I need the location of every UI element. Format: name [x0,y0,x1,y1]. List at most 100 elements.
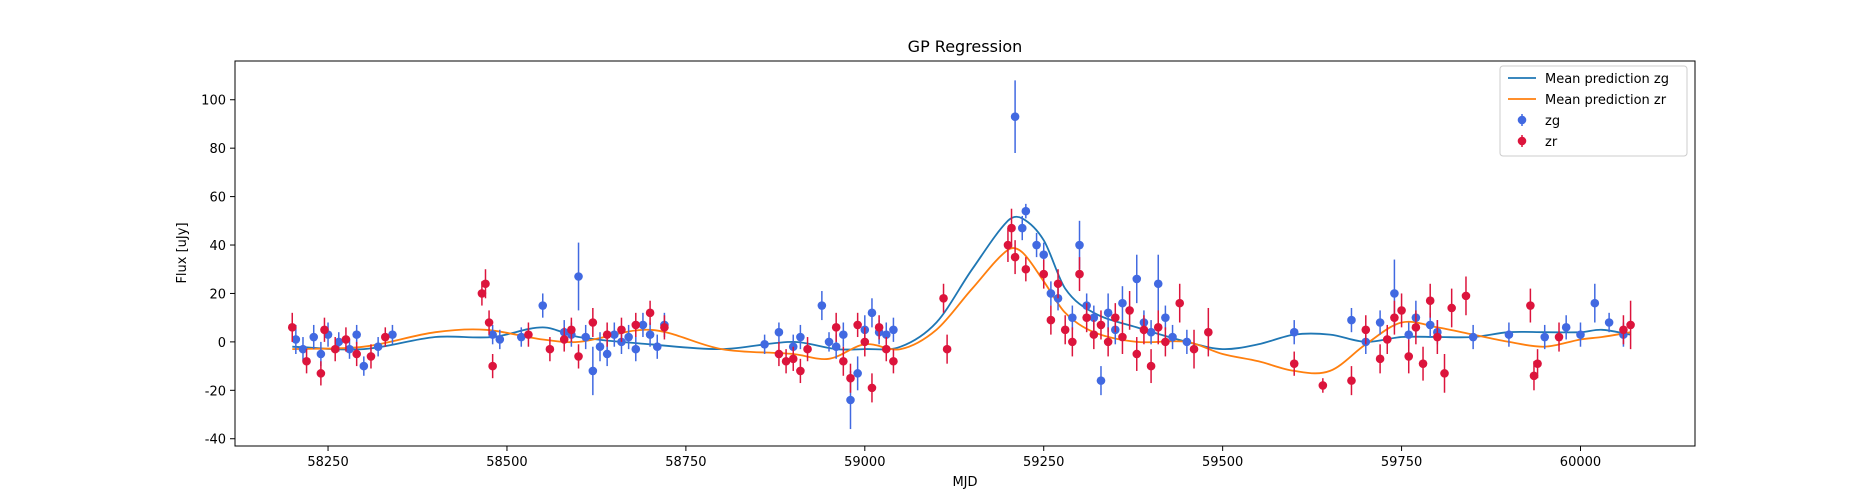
data-point-zr [1411,323,1421,332]
data-point-zg [291,335,301,344]
data-point-zr [1382,335,1392,344]
data-point-zr [831,323,841,332]
data-point-zg [1017,223,1027,233]
data-point-zr [1526,301,1535,310]
data-point-zr [1007,223,1016,233]
data-point-zr [860,337,870,347]
data-point-zr [477,289,487,298]
data-point-zr [1447,303,1456,313]
data-point-zg [345,344,354,354]
chart-title: GP Regression [908,37,1023,56]
data-point-zr [316,369,326,378]
series-zr [287,208,1635,403]
data-point-zg [1096,376,1106,385]
axes: 58250 58500 58750 59000 59250 59500 59750 60000… [201,94,1601,470]
data-point-zg [334,337,344,347]
data-point-zr [1175,298,1185,308]
data-point-zr [1146,361,1156,371]
x-tick-label: 59750 [1381,455,1422,470]
y-tick-label: 60 [209,191,226,206]
data-point-zr [341,335,351,344]
data-point-zr [846,373,855,383]
data-point-zr [867,383,877,393]
data-point-zr [1347,376,1356,385]
data-point-zr [1626,320,1635,330]
data-point-zg [610,330,619,339]
data-point-zg [1153,279,1163,289]
data-point-zr [484,318,494,327]
data-point-zg [488,330,497,339]
data-point-zg [1576,330,1585,339]
data-point-zg [495,335,505,344]
data-point-zr [1096,320,1106,330]
data-point-zg [824,337,834,347]
data-point-zg [853,369,862,378]
legend: Mean prediction zg Mean prediction zr zg zr [1499,65,1688,157]
data-point-zr [1529,371,1539,381]
data-point-zg [774,327,784,337]
data-point-zr [1110,313,1120,322]
data-point-zr [559,335,569,344]
data-point-zr [366,352,376,361]
data-point-zg [359,361,369,371]
data-point-zg [1146,327,1156,337]
data-point-zg [881,330,891,339]
y-axis-label: Flux [uJy] [175,222,190,283]
data-point-zg [1039,250,1049,260]
data-point-zr [874,323,884,332]
data-point-zg [1132,274,1142,284]
data-point-zg [538,301,548,310]
data-point-zr [380,332,390,342]
data-point-zr [1189,344,1199,354]
data-point-zr [1089,330,1099,339]
x-tick-label: 58250 [307,455,348,470]
data-point-zr [1361,325,1371,335]
axes-frame [234,60,1696,447]
data-point-zg [867,308,877,318]
x-tick-label: 59250 [1023,455,1064,470]
y-tick-label: 40 [209,239,226,254]
data-point-zr [942,344,952,354]
data-point-zr [287,323,297,332]
data-point-zg [1404,330,1414,339]
data-point-zg [1068,313,1077,322]
data-point-zr [853,320,862,330]
data-point-zg [1604,318,1614,327]
data-point-zg [1010,112,1020,121]
y-tick-label: 0 [218,336,226,351]
x-tick-label: 58750 [665,455,706,470]
data-point-zr [1619,325,1628,335]
data-point-zr [1554,332,1564,342]
mean-prediction-line-zg [292,215,1631,351]
data-point-zg [1561,323,1571,332]
data-point-zr [1390,313,1399,322]
data-point-zr [1397,306,1406,315]
data-point-zr [545,344,555,354]
data-point-zr [1433,332,1442,342]
data-point-zr [781,356,791,366]
data-point-zr [939,293,948,303]
data-point-zr [881,344,891,354]
data-point-zg [760,340,769,349]
data-point-zg [373,342,383,352]
x-tick-label: 59500 [1202,455,1243,470]
y-tick-label: 100 [201,94,226,109]
data-point-zr [796,366,805,376]
data-point-zg [1046,289,1056,298]
data-point-zg [1390,289,1399,298]
data-point-zg [516,332,526,342]
data-point-zg [1375,318,1385,327]
data-point-zr [574,352,583,361]
data-point-zr [1533,359,1542,368]
data-point-zr [1068,337,1077,347]
data-point-zg [846,395,855,405]
data-point-zg [388,330,397,339]
series-zg [291,80,1628,430]
data-point-zr [1021,264,1031,274]
data-point-zg [624,332,633,342]
legend-label: Mean prediction zr [1545,93,1667,108]
data-point-zg [1182,337,1192,347]
data-point-zr [567,325,576,335]
data-point-zr [617,325,626,335]
data-point-zr [1440,369,1449,378]
